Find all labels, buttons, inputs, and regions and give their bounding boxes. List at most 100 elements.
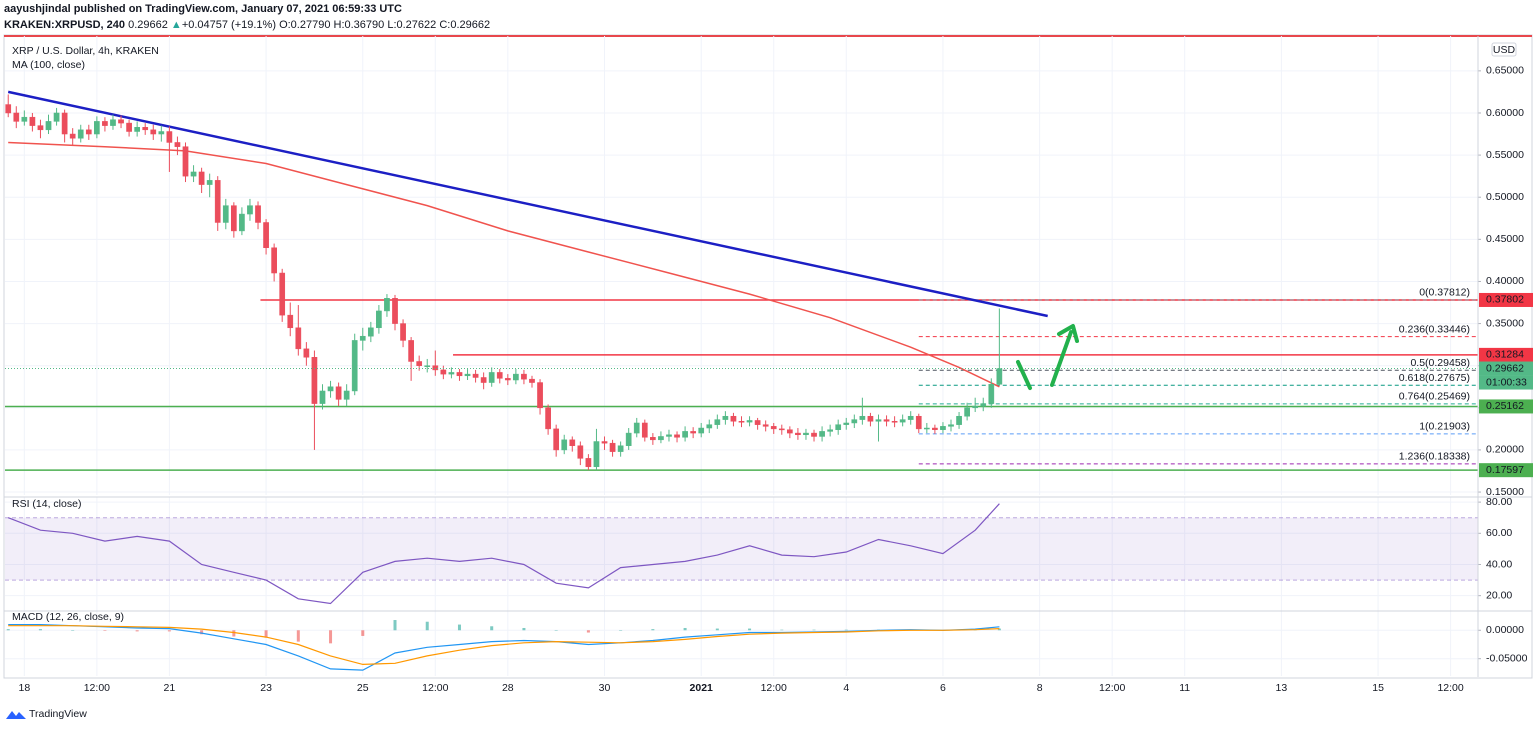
candle-body <box>569 439 576 446</box>
candle-body <box>384 298 390 312</box>
candle-body <box>126 122 132 132</box>
trend-line <box>7 90 1048 318</box>
candle-body <box>545 407 551 430</box>
y-tick-label: 0.65000 <box>1486 65 1524 77</box>
candle-body <box>206 180 213 185</box>
histogram-bar <box>490 626 494 631</box>
candle-body <box>239 213 245 232</box>
histogram-bar <box>393 620 397 631</box>
y-tick-label: 60.00 <box>1486 527 1512 539</box>
candle-body <box>795 432 801 436</box>
y-tick-label: -0.05000 <box>1486 652 1528 664</box>
histogram-bar <box>135 630 139 632</box>
publisher: aayushjindal published on TradingView.co… <box>4 3 402 15</box>
candle-body <box>432 365 439 371</box>
candle-body <box>392 298 398 324</box>
countdown-bg <box>1479 375 1533 390</box>
last-price-label-bg <box>1479 361 1533 376</box>
candle-body <box>593 441 600 468</box>
x-tick-label: 11 <box>1179 682 1190 694</box>
candle-body <box>45 121 52 131</box>
candle-body <box>940 426 946 430</box>
candle-body <box>150 129 157 135</box>
unit: USD <box>1493 44 1516 56</box>
candle-body <box>351 340 358 392</box>
pane-title: RSI (14, close) <box>12 498 81 510</box>
candle-body <box>827 429 833 432</box>
candle-body <box>609 442 616 452</box>
plot: 18 12:00 21 23 25 12:00 28 30 2021 12:00 4 6 8 12:00 1… <box>5 36 1533 694</box>
level-price-label: 0.17597 <box>1486 464 1524 476</box>
brand: TradingView <box>6 708 87 720</box>
candle-body <box>521 373 527 380</box>
histogram-bar <box>38 629 42 631</box>
candle-body <box>988 384 995 404</box>
candle-body <box>529 378 535 383</box>
candle-body <box>899 419 906 423</box>
candle-body <box>714 419 721 425</box>
candle-body <box>279 272 286 316</box>
candle-body <box>778 428 785 431</box>
candle-body <box>77 129 84 139</box>
symbol-line: KRAKEN:XRPUSD, 240 0.29662 ▲+0.04757 (+1… <box>4 19 490 31</box>
histogram-bar <box>6 629 10 631</box>
candle-body <box>658 436 664 441</box>
candle-body <box>222 205 229 223</box>
histogram-bar <box>844 629 848 631</box>
y-tick-label: 0.50000 <box>1486 191 1524 203</box>
candle-body <box>287 314 294 329</box>
y-tick-label: 40.00 <box>1486 558 1512 570</box>
x-tick-label: 12:00 <box>84 682 110 694</box>
candle-body <box>271 247 277 274</box>
candle-body <box>996 368 1003 385</box>
candle-body <box>682 431 688 438</box>
candle-body <box>408 340 414 362</box>
candle-body <box>674 434 680 438</box>
candle-body <box>134 127 141 132</box>
candle-body <box>69 133 76 139</box>
annotation-stroke <box>1016 360 1032 390</box>
candle-body <box>166 131 173 143</box>
candle-body <box>464 373 471 377</box>
candle-body <box>174 142 181 147</box>
histogram-bar <box>457 624 461 631</box>
candle-body <box>690 431 697 434</box>
histogram-bar <box>651 629 655 631</box>
ohlc-open: O:0.27790 <box>279 19 330 31</box>
x-tick-label: 8 <box>1037 682 1043 694</box>
candle-body <box>513 373 519 381</box>
histogram-bar <box>997 628 1001 631</box>
signal-line <box>8 625 1000 666</box>
x-tick-label: 15 <box>1372 682 1384 694</box>
candle-body <box>964 407 970 417</box>
candle-body <box>424 365 431 367</box>
ohlc-low: L:0.27622 <box>387 19 436 31</box>
x-tick-label: 13 <box>1276 682 1288 694</box>
candle-body <box>367 327 374 337</box>
candle-body <box>190 171 197 177</box>
candle-body <box>102 121 108 126</box>
candle-body <box>496 372 503 379</box>
x-tick-label: 25 <box>357 682 369 694</box>
pane-title: XRP / U.S. Dollar, 4h, KRAKEN <box>12 45 159 57</box>
arrow: ▲ <box>171 19 182 31</box>
last-price: 0.29662 <box>128 19 168 31</box>
candle-body <box>13 112 20 122</box>
candle-body <box>786 429 793 434</box>
candle-body <box>110 119 116 126</box>
candle-body <box>859 415 866 420</box>
candle-body <box>553 428 560 451</box>
candle-body <box>142 127 149 131</box>
y-tick-label: 80.00 <box>1486 496 1512 508</box>
candle-body <box>61 112 68 135</box>
level-price-label-bg <box>1479 347 1533 362</box>
x-tick-label: 28 <box>502 682 514 694</box>
candle-body <box>843 422 850 425</box>
rsi-band <box>5 517 1478 581</box>
candle-body <box>601 441 608 444</box>
y-tick-label: 0.60000 <box>1486 107 1524 119</box>
x-tick-label: 18 <box>18 682 30 694</box>
candle-body <box>255 205 261 223</box>
